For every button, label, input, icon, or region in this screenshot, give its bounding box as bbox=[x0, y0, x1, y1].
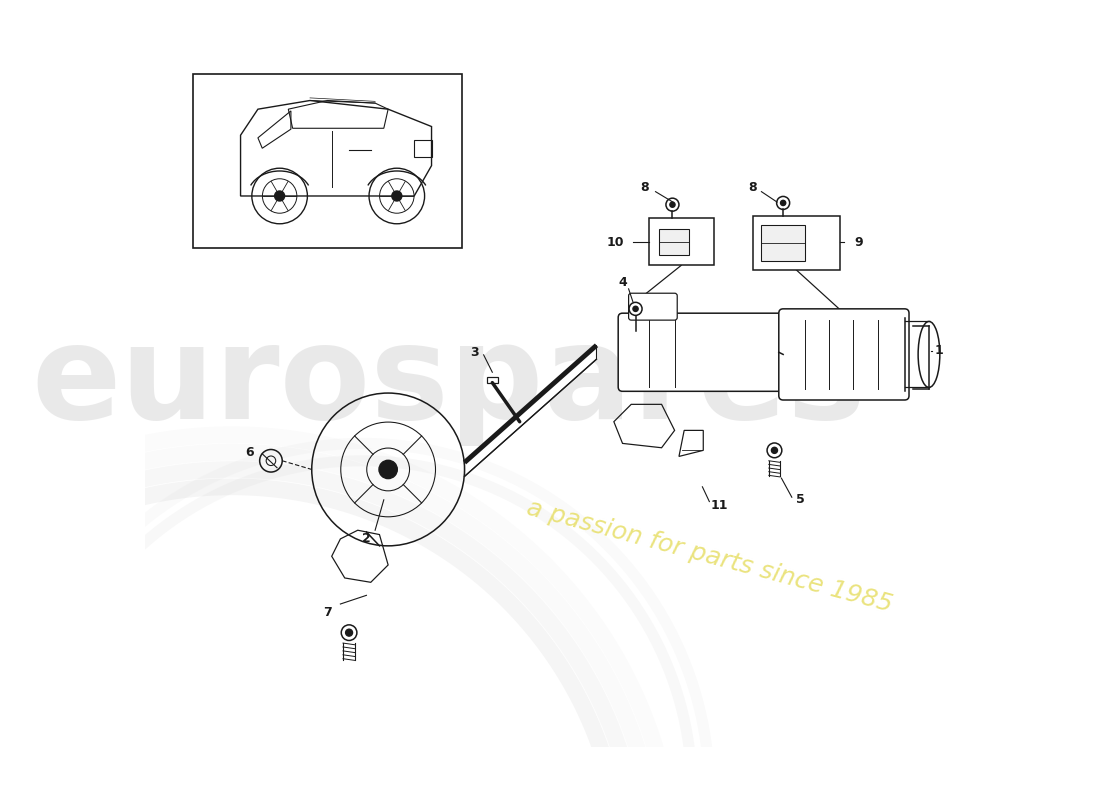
Bar bbox=[649, 218, 714, 266]
Text: 8: 8 bbox=[748, 181, 757, 194]
Text: 9: 9 bbox=[855, 235, 864, 249]
FancyBboxPatch shape bbox=[628, 294, 678, 320]
Text: a passion for parts since 1985: a passion for parts since 1985 bbox=[524, 496, 895, 617]
Bar bbox=[192, 74, 462, 248]
Text: 2: 2 bbox=[362, 533, 371, 546]
Text: 6: 6 bbox=[245, 446, 253, 458]
Text: 8: 8 bbox=[640, 181, 649, 194]
Bar bbox=[752, 216, 839, 270]
Bar bbox=[415, 139, 431, 157]
Text: 4: 4 bbox=[618, 276, 627, 290]
Text: 11: 11 bbox=[711, 499, 728, 513]
Circle shape bbox=[670, 202, 675, 207]
Circle shape bbox=[781, 200, 785, 206]
Text: 3: 3 bbox=[471, 346, 480, 358]
Circle shape bbox=[771, 447, 778, 454]
Bar bbox=[659, 229, 690, 255]
Text: 10: 10 bbox=[607, 235, 625, 249]
FancyBboxPatch shape bbox=[618, 313, 783, 391]
Circle shape bbox=[275, 191, 285, 201]
Bar bbox=[761, 225, 805, 261]
Text: 7: 7 bbox=[323, 606, 332, 619]
Circle shape bbox=[632, 306, 638, 311]
Circle shape bbox=[379, 460, 397, 478]
FancyBboxPatch shape bbox=[779, 309, 909, 400]
Polygon shape bbox=[464, 346, 596, 476]
Text: eurospares: eurospares bbox=[32, 319, 866, 446]
Text: 5: 5 bbox=[796, 494, 805, 506]
Circle shape bbox=[392, 191, 402, 201]
Circle shape bbox=[345, 629, 352, 636]
Text: 1: 1 bbox=[935, 344, 944, 357]
